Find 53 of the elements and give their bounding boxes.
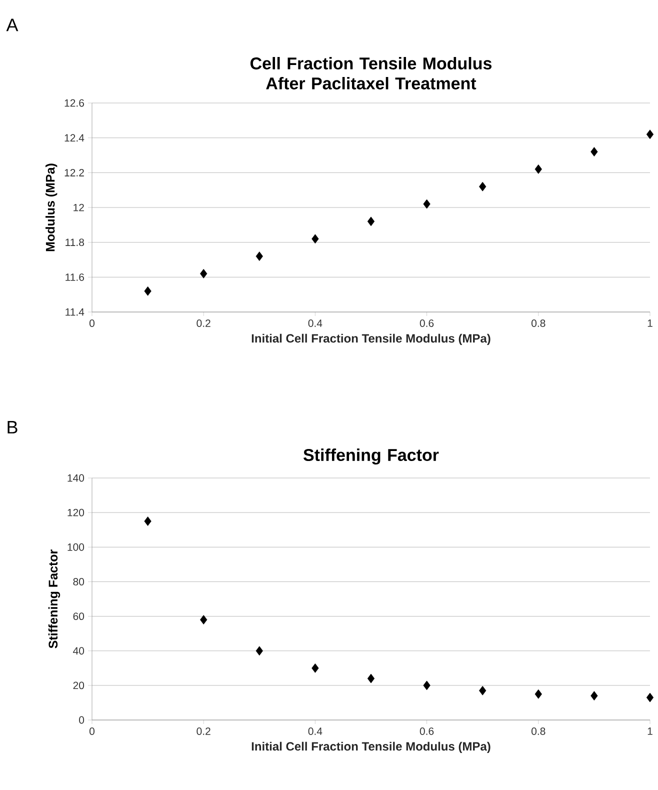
y-tick-label: 100 <box>68 543 84 551</box>
point <box>423 680 430 690</box>
text: A <box>6 18 18 32</box>
point <box>312 663 319 673</box>
x-tick-label: 0 <box>89 320 95 327</box>
x-tick-label: 1 <box>648 320 652 327</box>
point <box>590 147 598 156</box>
point <box>423 199 430 209</box>
y-tick-label: 11.4 <box>66 308 84 316</box>
y-axis-title: Modulus (MPa) <box>46 164 58 252</box>
y-tick-label: 40 <box>73 647 84 655</box>
x-tick-label: 0.4 <box>308 320 322 327</box>
point <box>479 182 486 192</box>
x-tick-label: 0.2 <box>196 320 210 327</box>
x-tick-label: 0.8 <box>532 320 546 327</box>
x-tick-label: 0 <box>89 728 95 735</box>
y-tick-label: 11.8 <box>66 238 84 246</box>
x-tick-label: 0.8 <box>532 728 546 735</box>
point <box>200 268 208 278</box>
y-tick-label: 0 <box>79 716 84 724</box>
point <box>367 674 375 684</box>
point <box>256 646 263 656</box>
x-tick-label: 0.4 <box>308 728 322 735</box>
point <box>312 234 319 244</box>
y-tick-label: 11.6 <box>66 273 84 281</box>
y-tick-label: 20 <box>73 682 84 690</box>
x-axis-title: Initial Cell Fraction Tensile Modulus (MPa) <box>252 334 490 346</box>
x-tick-label: 0.6 <box>420 728 434 735</box>
x-axis-title: Initial Cell Fraction Tensile Modulus (MPa) <box>252 742 490 754</box>
x-tick-label: 0.2 <box>196 728 210 735</box>
x-tick-label: 0.6 <box>420 320 434 327</box>
point <box>534 164 542 174</box>
y-tick-label: 12 <box>74 204 84 212</box>
y-axis-title: Stiffening Factor <box>48 550 60 648</box>
y-tick-label: 12.4 <box>64 134 84 142</box>
y-tick-label: 140 <box>68 474 84 482</box>
point <box>256 252 263 261</box>
point <box>144 516 152 526</box>
point <box>479 686 486 696</box>
point <box>534 689 542 699</box>
point <box>590 691 598 700</box>
text: B <box>8 421 18 434</box>
x-tick-label: 1 <box>648 728 652 735</box>
y-tick-label: 12.2 <box>64 169 84 176</box>
y-tick-label: 12.6 <box>64 99 84 107</box>
point <box>144 286 152 296</box>
y-tick-label: 80 <box>73 578 84 586</box>
chart-title: Stiffening Factor <box>303 448 439 464</box>
chart-title: Cell Fraction Tensile Modulus After Paclitaxel Treatment <box>250 56 492 90</box>
y-tick-label: 120 <box>68 508 84 516</box>
point <box>200 615 208 624</box>
y-tick-label: 60 <box>73 612 84 620</box>
point <box>367 216 375 226</box>
